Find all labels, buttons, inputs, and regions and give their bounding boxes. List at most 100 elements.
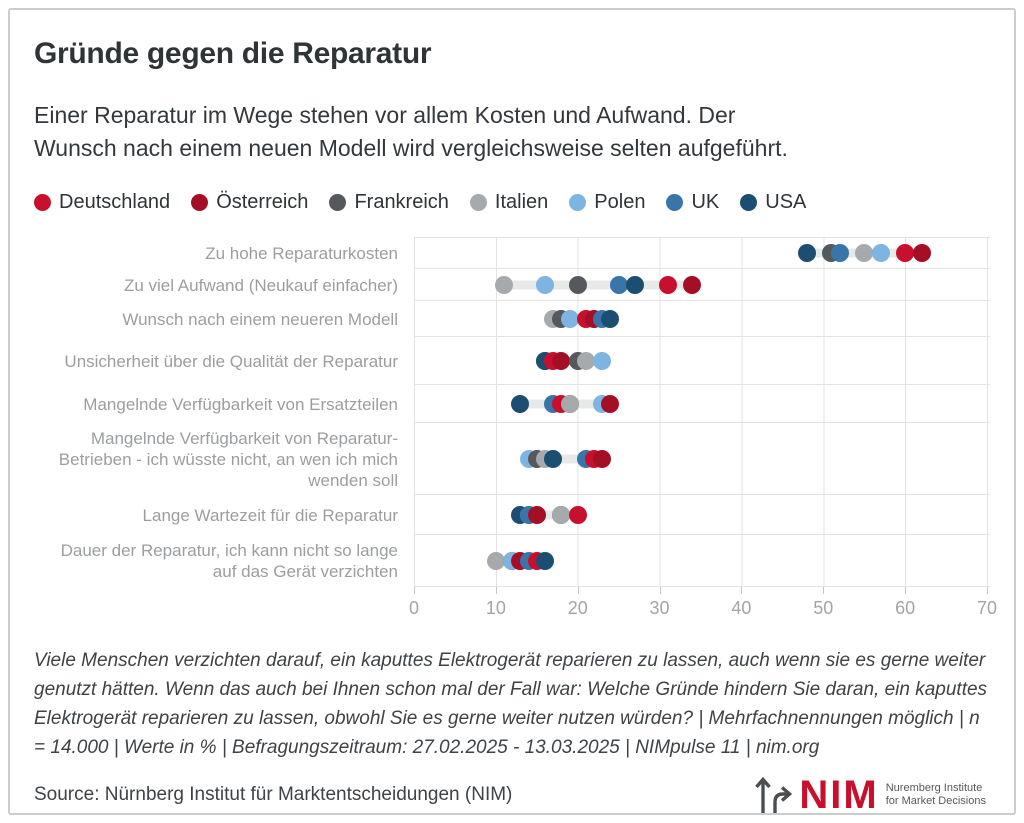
axis-tick-label: 20 xyxy=(567,598,588,618)
category-label-0: Zu hohe Reparaturkosten xyxy=(205,243,398,263)
data-point-uk-icon xyxy=(609,275,628,294)
category-label-2: Wunsch nach einem neueren Modell xyxy=(122,309,398,329)
range-band xyxy=(528,454,603,463)
category-label-7: Dauer der Reparatur, ich kann nicht so l… xyxy=(60,541,398,581)
page-title: Gründe gegen die Reparatur xyxy=(34,37,432,70)
nim-logo: NIM Nuremberg Institute for Market Decis… xyxy=(752,772,990,815)
nim-tagline-line1: Nuremberg Institute xyxy=(885,782,983,794)
axis-tick-label: 30 xyxy=(649,598,670,618)
axis-tick-label: 70 xyxy=(976,598,998,618)
category-label-6: Lange Wartezeit für die Reparatur xyxy=(142,505,398,525)
data-point-österreich-icon xyxy=(912,244,931,262)
dot-plot-chart: Zu hohe Reparaturkosten Zu viel Aufwand (… xyxy=(34,237,997,622)
data-point-italien-icon xyxy=(855,244,874,262)
chart-row-2 xyxy=(414,301,990,337)
source-text: Source: Nürnberg Institut für Marktentsc… xyxy=(34,784,513,805)
axis-tick xyxy=(823,587,825,594)
chart-row-3 xyxy=(414,337,990,385)
legend-label: Frankreich xyxy=(354,190,449,213)
data-point-österreich-icon xyxy=(552,351,571,370)
data-point-italien-icon xyxy=(486,551,505,570)
legend-dot-icon xyxy=(469,193,487,211)
methodology-footnote: Viele Menschen verzichten darauf, ein ka… xyxy=(34,650,988,758)
axis-tick xyxy=(659,587,661,594)
legend-label: UK xyxy=(691,190,720,213)
legend-item-6: USA xyxy=(740,191,806,214)
data-point-deutschland-icon xyxy=(896,244,915,262)
data-point-österreich-icon xyxy=(683,275,702,294)
legend-dot-icon xyxy=(740,193,758,211)
data-point-italien-icon xyxy=(560,394,579,413)
data-point-usa-icon xyxy=(511,394,530,413)
category-label-3: Unsicherheit über die Qualität der Repar… xyxy=(64,351,398,371)
data-point-italien-icon xyxy=(495,275,514,294)
data-point-polen-icon xyxy=(560,309,579,328)
chart-row-7 xyxy=(414,535,990,587)
data-point-usa-icon xyxy=(797,244,816,262)
data-point-usa-icon xyxy=(535,551,554,570)
data-point-deutschland-icon xyxy=(568,505,587,524)
axis-tick xyxy=(414,587,415,594)
nim-tagline: Nuremberg Institute for Market Decisions xyxy=(886,782,986,808)
x-axis-labels: 0 10 20 30 40 50 60 70 xyxy=(409,598,997,622)
axis-tick-label: 40 xyxy=(731,598,752,618)
infographic-card: Gründe gegen die Reparatur Einer Reparat… xyxy=(8,8,1016,815)
axis-tick xyxy=(741,587,743,594)
nim-logotype: NIM xyxy=(799,773,879,815)
legend-dot-icon xyxy=(329,193,347,211)
vertical-gridlines xyxy=(414,237,988,587)
category-label-4: Mangelnde Verfügbarkeit von Ersatzteilen xyxy=(83,394,398,414)
axis-tick xyxy=(577,587,579,594)
chart-row-1 xyxy=(414,269,990,301)
footer-row: Source: Nürnberg Institut für Marktentsc… xyxy=(34,769,990,815)
data-point-italien-icon xyxy=(552,505,571,524)
axis-tick-label: 10 xyxy=(485,598,506,618)
axis-tick xyxy=(987,587,988,594)
legend-item-3: Italien xyxy=(469,190,549,214)
legend-dot-icon xyxy=(569,193,587,211)
legend-item-5: UK xyxy=(666,191,719,214)
legend-dot-icon xyxy=(191,193,209,211)
category-label-5: Mangelnde Verfügbarkeit von Reparatur-Be… xyxy=(58,428,398,490)
data-point-uk-icon xyxy=(830,244,849,262)
chart-row-4 xyxy=(414,385,990,423)
chart-row-5 xyxy=(414,423,990,495)
data-point-polen-icon xyxy=(871,244,890,262)
data-point-italien-icon xyxy=(576,351,595,370)
legend-label: Österreich xyxy=(216,190,309,213)
data-point-usa-icon xyxy=(626,275,644,294)
legend-label: Polen xyxy=(594,190,646,213)
data-point-polen-icon xyxy=(535,275,554,294)
range-band xyxy=(520,510,578,519)
plot-area: 0 10 20 30 40 50 60 70 xyxy=(409,237,997,622)
axis-tick-label: 60 xyxy=(895,598,916,618)
data-point-österreich-icon xyxy=(527,505,546,524)
category-labels-column: Zu hohe Reparaturkosten Zu viel Aufwand (… xyxy=(34,237,398,622)
chart-row-0 xyxy=(414,237,990,269)
legend-item-0: Deutschland xyxy=(34,191,170,214)
axis-tick xyxy=(495,587,497,594)
axis-tick xyxy=(905,587,907,594)
chart-subtitle: Einer Reparatur im Wege stehen vor allem… xyxy=(34,102,788,161)
plot-rows xyxy=(414,237,990,587)
legend-label: USA xyxy=(765,190,807,213)
chart-legend: Deutschland Österreich Frankreich Italien Po… xyxy=(34,190,990,214)
data-point-usa-icon xyxy=(601,309,620,328)
axis-tick-label: 50 xyxy=(813,598,834,618)
data-point-polen-icon xyxy=(593,351,612,370)
legend-item-4: Polen xyxy=(569,191,645,214)
axis-tick-label: 0 xyxy=(408,598,420,618)
legend-dot-icon xyxy=(34,193,51,211)
legend-item-2: Frankreich xyxy=(329,190,449,214)
legend-dot-icon xyxy=(666,193,684,211)
data-point-österreich-icon xyxy=(601,394,620,413)
category-label-1: Zu viel Aufwand (Neukauf einfacher) xyxy=(123,275,398,295)
x-axis-ticks xyxy=(414,587,990,595)
data-point-österreich-icon xyxy=(593,449,612,468)
data-point-frankreich-icon xyxy=(568,275,587,294)
data-point-deutschland-icon xyxy=(658,275,677,294)
nim-tagline-line2: for Market Decisions xyxy=(885,795,986,807)
data-point-usa-icon xyxy=(544,449,563,468)
legend-label: Italien xyxy=(494,190,549,213)
chart-row-6 xyxy=(414,495,990,535)
